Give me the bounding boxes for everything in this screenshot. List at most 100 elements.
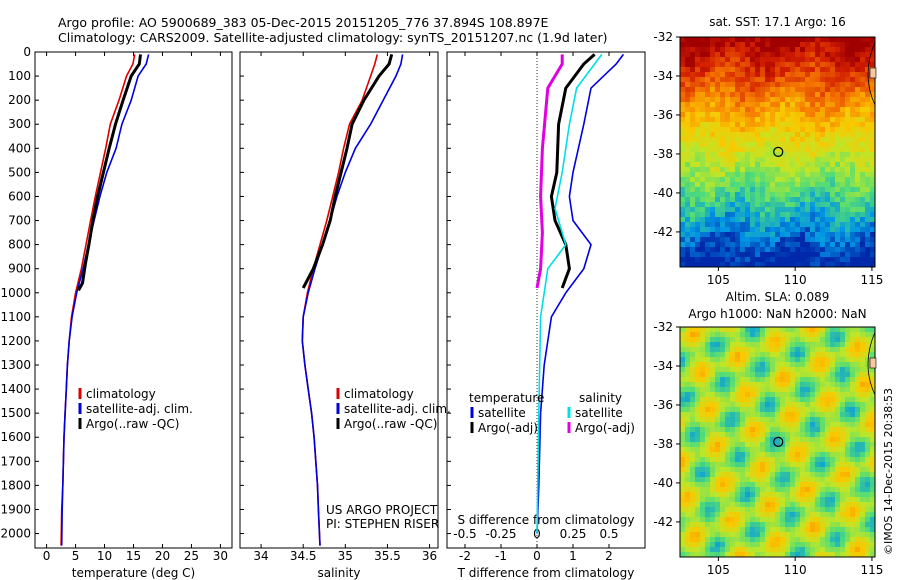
sst_map-cell [855, 147, 861, 153]
sst_map-cell [860, 122, 866, 128]
sst_map-cell [700, 222, 706, 228]
sla_map-cell [760, 417, 766, 423]
sla_map-cell [740, 432, 746, 438]
sla_map-cell [720, 337, 726, 343]
sst_map-cell [835, 222, 841, 228]
sla_map-cell [775, 472, 781, 478]
sst_map-cell [740, 82, 746, 88]
sst_map-cell [765, 197, 771, 203]
sst_map-cell [810, 227, 816, 233]
sla_map-cell [770, 512, 776, 518]
sla_map-cell [750, 482, 756, 488]
sst_map-cell [705, 62, 711, 68]
sst_map-cell [865, 87, 871, 93]
sla_map-cell [825, 527, 831, 533]
sst_map-cell [870, 192, 876, 198]
sst_map-cell [750, 47, 756, 53]
sla_map-cell [790, 392, 796, 398]
sst_map-cell [775, 97, 781, 103]
sst_map-cell [720, 62, 726, 68]
sla_map-cell [690, 417, 696, 423]
depth-tick-label: 1000 [0, 286, 31, 300]
sst_map-cell [810, 217, 816, 223]
sla_map-cell [795, 532, 801, 538]
sla_map-cell [855, 452, 861, 458]
sla_map-cell [710, 387, 716, 393]
sst_map-cell [765, 97, 771, 103]
sla_map-cell [705, 542, 711, 548]
sst_map-cell [750, 257, 756, 263]
sla_map-cell [815, 522, 821, 528]
sst_map-cell [810, 197, 816, 203]
sla_map-cell [825, 427, 831, 433]
sst_map-cell [750, 52, 756, 58]
sst_map-cell [725, 37, 731, 43]
sla_map-cell [860, 357, 866, 363]
sst_map-cell [820, 257, 826, 263]
sst_map-cell [765, 112, 771, 118]
sst_map-cell [735, 142, 741, 148]
sst_map-cell [720, 252, 726, 258]
sst_map-cell [820, 57, 826, 63]
sst_map-cell [815, 212, 821, 218]
sla_map-cell [780, 347, 786, 353]
sst_map-cell [865, 82, 871, 88]
sla_map-cell [705, 382, 711, 388]
sla_map-cell [825, 337, 831, 343]
sst_map-cell [690, 197, 696, 203]
sst_map-cell [755, 197, 761, 203]
sla_map-cell [825, 552, 831, 558]
sla_map-cell [860, 327, 866, 333]
sla_map-cell [855, 417, 861, 423]
sst_map-cell [755, 262, 761, 268]
sst_map-cell [700, 187, 706, 193]
sla_map-cell [760, 532, 766, 538]
sst_map-cell [785, 162, 791, 168]
sla_map-cell [815, 482, 821, 488]
sla_map-cell [870, 462, 876, 468]
sla_map-cell [820, 447, 826, 453]
sla_map-cell [695, 427, 701, 433]
sst_map-cell [705, 92, 711, 98]
sst_map-cell [690, 217, 696, 223]
sst_map-cell [765, 182, 771, 188]
sst_map-cell [725, 82, 731, 88]
sla_map-cell [680, 327, 686, 333]
sst_map-cell [860, 157, 866, 163]
sst_map-cell [855, 102, 861, 108]
sla_map-cell [860, 517, 866, 523]
sst_map-cell [815, 167, 821, 173]
sst_map-cell [820, 187, 826, 193]
sla_map-cell [720, 482, 726, 488]
sla_map-cell [745, 467, 751, 473]
sst_map-cell [680, 177, 686, 183]
sst_map-cell [785, 82, 791, 88]
sst_map-cell [755, 102, 761, 108]
sla_map-cell [685, 477, 691, 483]
sst_map-ytick-label: -40 [653, 186, 673, 200]
sst_map-cell [860, 257, 866, 263]
sst_map-cell [820, 42, 826, 48]
sst_map-cell [830, 187, 836, 193]
sst_map-cell [870, 247, 876, 253]
sla_map-cell [785, 497, 791, 503]
sst_map-cell [760, 102, 766, 108]
sla_map-cell [745, 492, 751, 498]
sst_map-cell [835, 262, 841, 268]
sst_map-cell [835, 37, 841, 43]
sla_map-cell [865, 447, 871, 453]
sla_map-cell [865, 537, 871, 543]
sst_map-cell [835, 232, 841, 238]
sst_map-cell [705, 237, 711, 243]
sst_map-cell [800, 147, 806, 153]
sla_map-cell [725, 437, 731, 443]
sla_map-cell [855, 432, 861, 438]
sla_map-cell [710, 422, 716, 428]
sst_map-cell [865, 162, 871, 168]
sla_map-cell [785, 542, 791, 548]
sla_map-cell [700, 502, 706, 508]
sst_map-cell [865, 67, 871, 73]
sst_map-cell [870, 112, 876, 118]
sst_map-cell [845, 57, 851, 63]
sst_map-cell [790, 157, 796, 163]
